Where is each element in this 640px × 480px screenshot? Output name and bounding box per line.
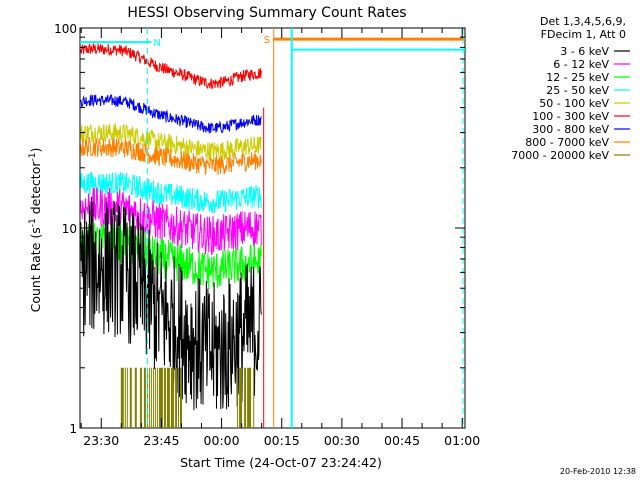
series-0: [80, 196, 262, 411]
legend-header-1: Det 1,3,4,5,6,9,: [540, 15, 626, 28]
series-line: [80, 196, 262, 411]
legend-header-2: FDecim 1, Att 0: [541, 28, 626, 41]
legend-label: 7000 - 20000 keV: [511, 149, 609, 162]
legend-label: 3 - 6 keV: [560, 45, 609, 58]
x-tick-label: 23:30: [83, 433, 119, 448]
x-tick-label: 00:30: [324, 433, 360, 448]
axis-layer: 1 10 100 23:30 23:45 00:00 00:15 00:30 00:45 01:0…: [54, 22, 480, 448]
series-5: [80, 42, 262, 90]
y-axis-label-main: Count Rate (s: [28, 227, 43, 312]
series-6: [80, 94, 262, 134]
x-tick-label: 01:00: [444, 433, 480, 448]
y-axis-label: Count Rate (s-1 detector-1): [28, 148, 43, 313]
y-axis-label-sup: -1: [28, 218, 38, 227]
y-tick-label: 10: [62, 222, 77, 236]
series-8: [120, 367, 255, 428]
y-axis-label-sup2: -1: [28, 153, 38, 162]
x-tick-label: 00:45: [384, 433, 420, 448]
legend-label: 6 - 12 keV: [553, 58, 609, 71]
night-marker-label: N: [153, 38, 160, 49]
series-8-bursts: [120, 367, 182, 428]
series-7: [80, 137, 262, 175]
legend-label: 100 - 300 keV: [532, 110, 609, 123]
series-4: [80, 123, 262, 161]
series-line: [80, 123, 262, 161]
chart-title: HESSI Observing Summary Count Rates: [127, 5, 406, 21]
series-line: [80, 94, 262, 134]
saa-marker-label: S: [264, 35, 270, 46]
series-8-bursts: [237, 367, 255, 428]
legend-label: 50 - 100 keV: [539, 97, 609, 110]
x-axis-label: Start Time (24-Oct-07 23:24:42): [180, 455, 382, 470]
legend-label: 800 - 7000 keV: [525, 136, 609, 149]
series-line: [80, 137, 262, 175]
x-tick-label: 00:00: [204, 433, 240, 448]
y-tick-label: 1: [69, 422, 77, 436]
series-3: [80, 171, 262, 214]
x-tick-label: 23:45: [143, 433, 179, 448]
footer-timestamp: 20-Feb-2010 12:38: [560, 467, 636, 476]
legend-label: 300 - 800 keV: [532, 123, 609, 136]
legend: Det 1,3,4,5,6,9, FDecim 1, Att 0 3 - 6 k…: [511, 15, 630, 162]
legend-label: 12 - 25 keV: [546, 71, 609, 84]
series-line: [80, 42, 262, 90]
plot-area: N S 1 10 100 23:30 23:45 00:00 00:15 00:30 00:45 0…: [54, 22, 480, 448]
series-layer: [80, 42, 262, 428]
y-axis-label-end: ): [28, 148, 43, 153]
y-tick-label: 100: [54, 22, 77, 36]
y-axis-label-tail: detector: [28, 161, 43, 219]
legend-label: 25 - 50 keV: [546, 84, 609, 97]
series-line: [80, 171, 262, 214]
x-tick-label: 00:15: [264, 433, 300, 448]
